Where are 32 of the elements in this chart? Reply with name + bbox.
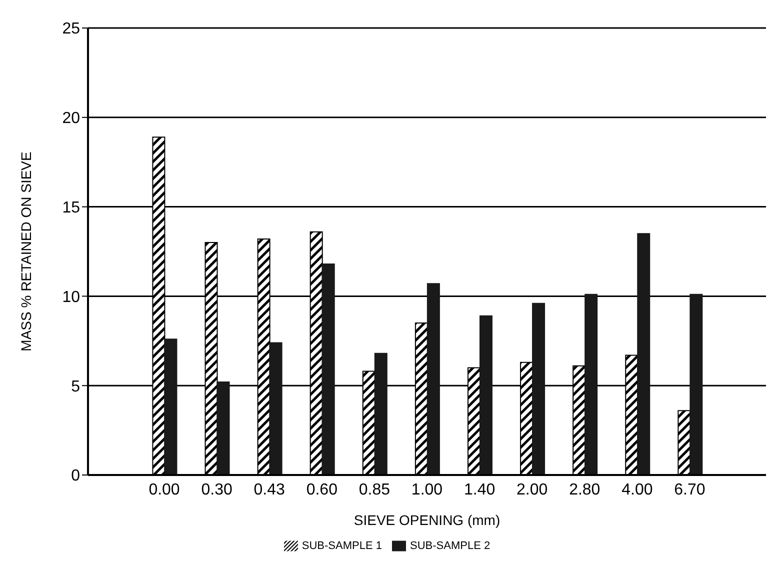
bar (374, 352, 388, 475)
x-tick-label: 4.00 (622, 481, 653, 498)
bar (322, 264, 335, 475)
x-tick-label: 0.43 (254, 481, 286, 498)
bar (164, 338, 178, 475)
x-tick-label: 0.00 (148, 481, 180, 498)
y-axis-title: MASS % RETAINED ON SIEVE (18, 152, 34, 352)
bar (532, 302, 546, 475)
bar (690, 294, 703, 475)
bar (269, 342, 282, 475)
bar (584, 294, 598, 475)
y-tick-label: 15 (62, 199, 80, 216)
x-tick-label: 6.70 (674, 481, 706, 498)
legend-label: SUB-SAMPLE 2 (410, 540, 490, 552)
legend-label: SUB-SAMPLE 1 (302, 540, 382, 552)
x-tick-label: 0.60 (306, 481, 338, 498)
y-tick-label: 10 (62, 288, 80, 306)
x-tick-label: 2.00 (516, 481, 548, 498)
bar (479, 315, 492, 475)
x-tick-label: 2.80 (569, 481, 600, 498)
x-tick-label: 0.30 (201, 481, 232, 498)
x-tick-label: 0.85 (358, 481, 390, 498)
x-axis-title: SIEVE OPENING (mm) (354, 512, 500, 528)
bar (216, 382, 230, 475)
y-tick-label: 20 (62, 110, 80, 128)
x-tick-label: 1.40 (464, 481, 496, 498)
x-tick-label: 1.00 (411, 481, 443, 498)
y-tick-label: 25 (62, 20, 80, 38)
bar (637, 233, 650, 475)
bar (426, 283, 440, 475)
y-tick-label: 5 (71, 378, 80, 396)
y-tick-label: 0 (71, 468, 80, 485)
